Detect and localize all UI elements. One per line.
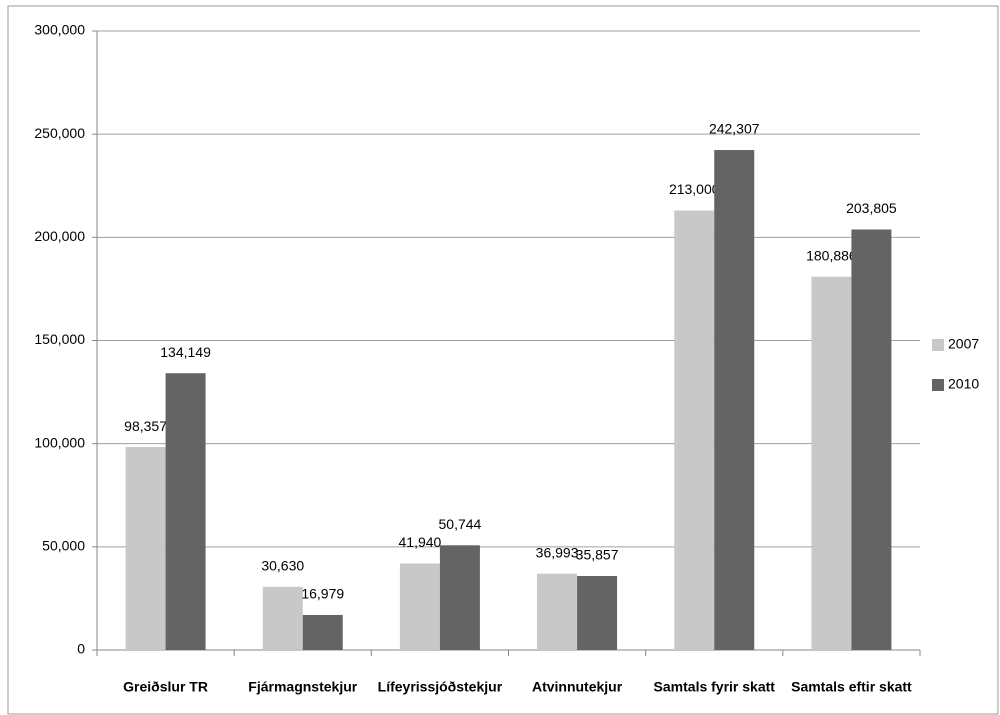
legend-swatch	[932, 379, 944, 391]
value-label: 134,149	[160, 344, 211, 360]
value-label: 213,000	[669, 181, 720, 197]
bar	[125, 447, 166, 650]
bar	[302, 614, 343, 650]
value-label: 180,886	[806, 247, 857, 263]
value-label: 30,630	[261, 558, 304, 574]
value-label: 36,993	[536, 544, 579, 560]
x-tick-label: Samtals fyrir skatt	[654, 679, 776, 695]
value-label: 242,307	[709, 121, 760, 137]
bar	[577, 576, 618, 650]
bar	[399, 563, 440, 650]
x-tick-label: Lífeyrissjóðstekjur	[378, 679, 503, 695]
y-tick-label: 300,000	[34, 22, 85, 38]
value-label: 41,940	[399, 534, 442, 550]
value-label: 16,979	[301, 586, 344, 602]
y-tick-label: 0	[77, 641, 85, 657]
value-label: 98,357	[124, 418, 167, 434]
y-tick-label: 50,000	[42, 538, 85, 554]
x-tick-label: Atvinnutekjur	[532, 679, 623, 695]
legend-swatch	[932, 339, 944, 351]
value-label: 50,744	[439, 516, 482, 532]
chart-frame	[7, 5, 999, 715]
bar	[537, 573, 578, 650]
bar	[811, 276, 852, 650]
bar	[439, 545, 480, 650]
bar	[165, 373, 206, 650]
value-label: 35,857	[576, 547, 619, 563]
x-tick-label: Fjármagnstekjur	[248, 679, 357, 695]
legend-label: 2010	[948, 376, 979, 392]
y-tick-label: 250,000	[34, 125, 85, 141]
x-tick-label: Samtals eftir skatt	[791, 679, 912, 695]
value-label: 203,805	[846, 200, 897, 216]
x-tick-label: Greiðslur TR	[123, 679, 208, 695]
bar	[851, 229, 892, 650]
bar	[714, 150, 755, 650]
legend-label: 2007	[948, 336, 979, 352]
y-tick-label: 200,000	[34, 228, 85, 244]
bar	[262, 586, 303, 650]
bar	[674, 210, 715, 650]
y-tick-label: 100,000	[34, 434, 85, 450]
y-tick-label: 150,000	[34, 331, 85, 347]
